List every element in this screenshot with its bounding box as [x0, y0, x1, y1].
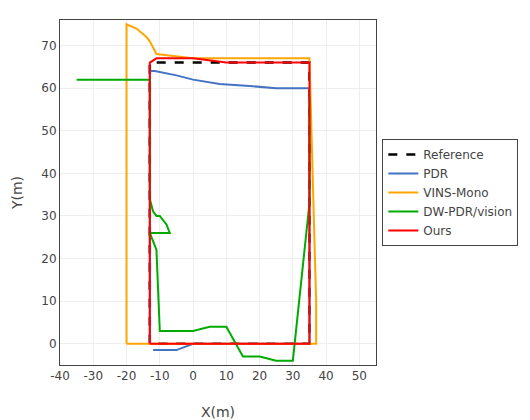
svg-text:70: 70: [41, 39, 56, 53]
svg-text:20: 20: [252, 369, 267, 383]
svg-text:X(m): X(m): [201, 404, 235, 420]
svg-text:30: 30: [41, 209, 56, 223]
svg-text:-30: -30: [83, 369, 103, 383]
svg-text:30: 30: [285, 369, 300, 383]
svg-text:PDR: PDR: [423, 167, 448, 181]
svg-text:50: 50: [352, 369, 367, 383]
svg-text:VINS-Mono: VINS-Mono: [423, 186, 488, 200]
svg-text:20: 20: [41, 252, 56, 266]
svg-text:40: 40: [41, 167, 56, 181]
svg-text:DW-PDR/vision: DW-PDR/vision: [423, 205, 512, 219]
svg-text:60: 60: [41, 81, 56, 95]
svg-text:-40: -40: [50, 369, 70, 383]
svg-text:0: 0: [189, 369, 197, 383]
svg-text:Reference: Reference: [423, 148, 483, 162]
svg-text:Y(m): Y(m): [9, 176, 25, 210]
svg-text:40: 40: [318, 369, 333, 383]
svg-text:10: 10: [41, 294, 56, 308]
svg-text:10: 10: [219, 369, 234, 383]
svg-text:0: 0: [49, 337, 57, 351]
svg-text:Ours: Ours: [423, 224, 451, 238]
svg-text:-10: -10: [150, 369, 170, 383]
svg-text:50: 50: [41, 124, 56, 138]
svg-text:-20: -20: [117, 369, 137, 383]
